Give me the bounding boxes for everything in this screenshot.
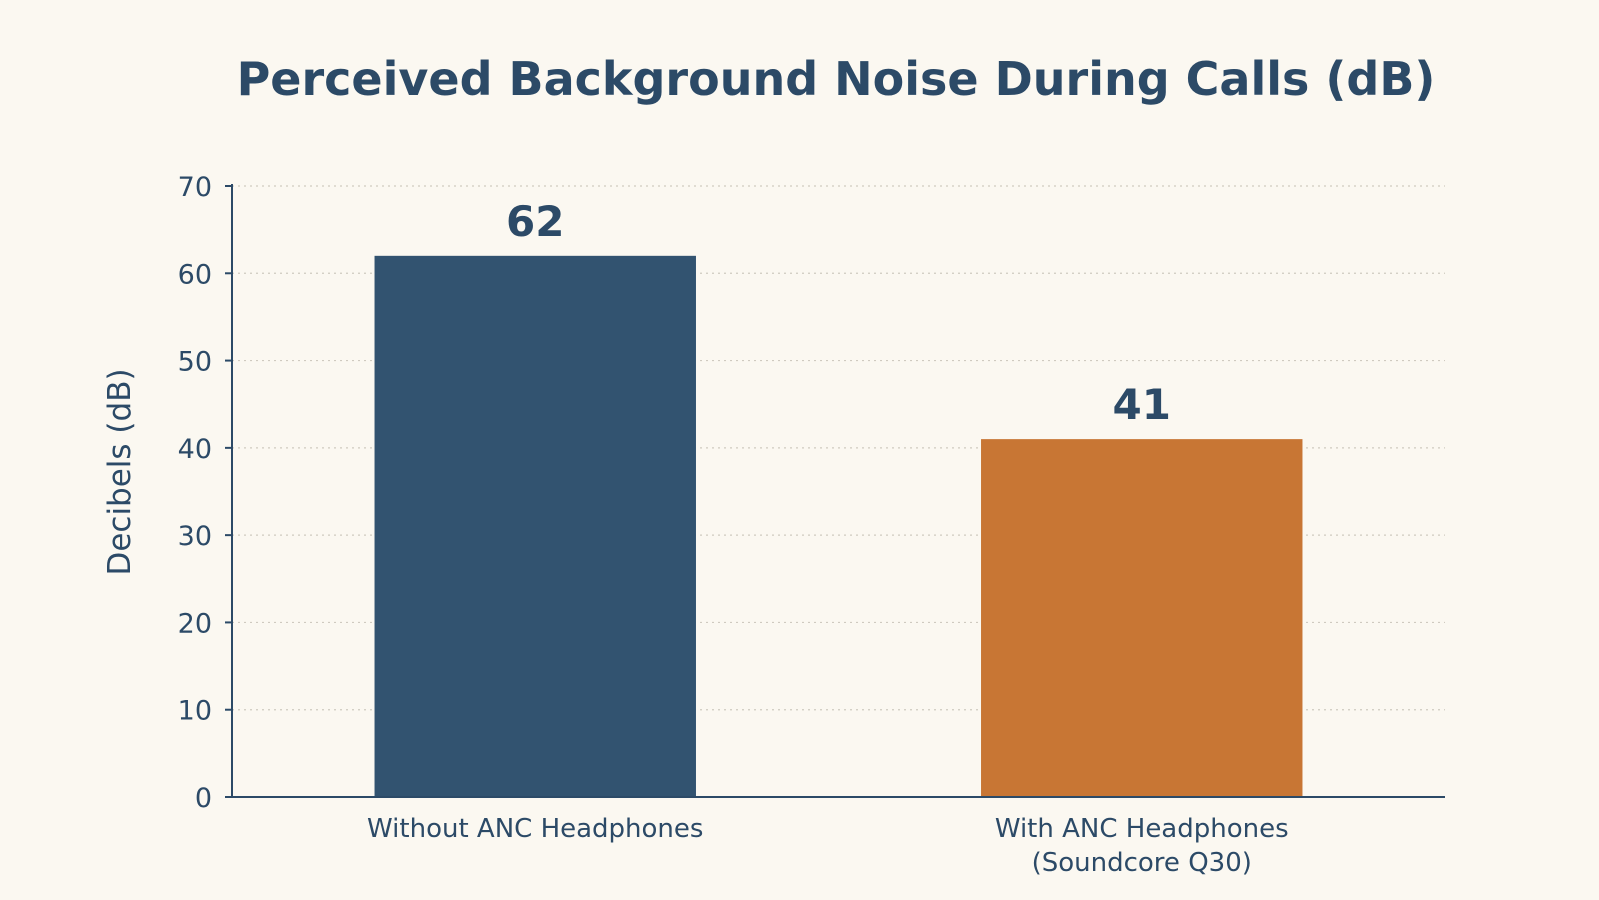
y-tick-label-60: 60 — [178, 259, 212, 290]
category-label-2-line-2: (Soundcore Q30) — [1032, 848, 1252, 878]
axes — [225, 184, 1445, 798]
y-tick-label-70: 70 — [178, 172, 212, 203]
category-label-2-line-1: With ANC Headphones — [995, 814, 1289, 844]
category-label-1: Without ANC Headphones — [367, 814, 703, 844]
bars — [374, 255, 1303, 798]
x-axis-labels: Without ANC Headphones With ANC Headphone… — [367, 814, 1289, 878]
y-tick-label-0: 0 — [195, 783, 212, 814]
y-axis-ticks: 0 10 20 30 40 50 60 70 — [178, 172, 232, 814]
data-label-1: 62 — [506, 197, 564, 246]
chart-title: Perceived Background Noise During Calls … — [237, 52, 1436, 106]
y-axis-label: Decibels (dB) — [102, 368, 138, 575]
bar-1 — [374, 255, 696, 798]
y-tick-label-50: 50 — [178, 347, 212, 378]
y-tick-label-40: 40 — [178, 434, 212, 465]
y-tick-label-30: 30 — [178, 521, 212, 552]
data-labels: 62 41 — [506, 197, 1171, 429]
y-tick-label-20: 20 — [178, 608, 212, 639]
bar-2 — [981, 439, 1303, 797]
gridlines — [232, 185, 1445, 711]
data-label-2: 41 — [1113, 380, 1171, 429]
y-tick-label-10: 10 — [178, 696, 212, 727]
